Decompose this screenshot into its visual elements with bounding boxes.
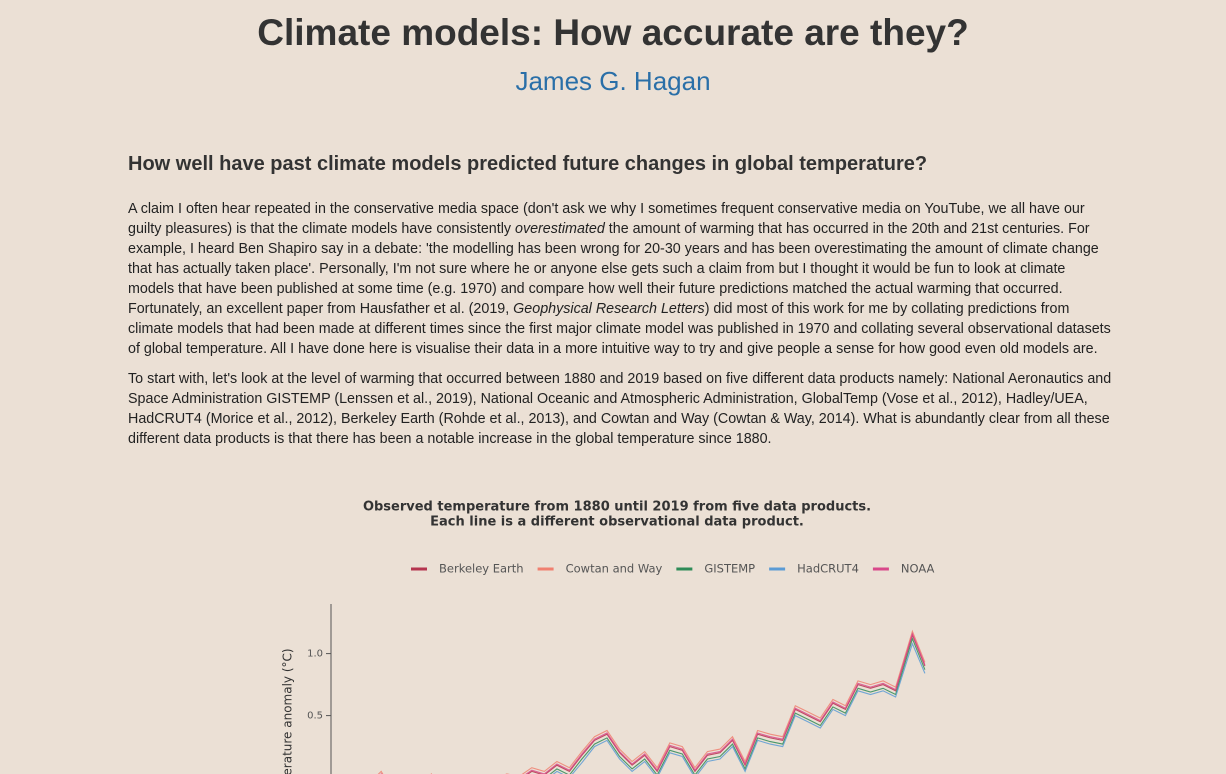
author: James G. Hagan — [515, 66, 711, 96]
legend-label: NOAA — [901, 562, 935, 576]
emphasis: Geophysical Research Letters — [513, 301, 705, 317]
chart-title: Observed temperature from 1880 until 201… — [363, 500, 871, 515]
legend-label: Cowtan and Way — [566, 562, 663, 576]
text: A claim I often hear repeated in the con… — [128, 201, 1085, 237]
y-tick-label: 1.0 — [307, 649, 323, 660]
chart-subtitle: Each line is a different observational d… — [430, 515, 804, 530]
text: To start with, let's look at the level o… — [128, 371, 1112, 447]
data-line — [549, 637, 926, 774]
data-line — [552, 642, 926, 774]
data-line — [377, 629, 926, 774]
text: ) did most of this work for me by collat… — [128, 301, 1111, 357]
legend-label: GISTEMP — [704, 562, 755, 576]
legend-label: Berkeley Earth — [439, 562, 524, 576]
data-line — [380, 632, 926, 774]
data-line — [527, 633, 926, 774]
page-title: Climate models: How accurate are they? — [257, 12, 969, 53]
legend-label: HadCRUT4 — [797, 562, 859, 576]
chart: Observed temperature from 1880 until 201… — [281, 500, 935, 774]
y-axis-label: Temperature anomaly (°C) — [281, 648, 295, 774]
y-tick-label: 0.5 — [307, 711, 323, 722]
emphasis: overestimated — [515, 221, 605, 237]
section-heading: How well have past climate models predic… — [128, 153, 928, 175]
paragraph: A claim I often hear repeated in the con… — [128, 199, 1113, 359]
text: the amount of warming that has occurred … — [128, 221, 1099, 317]
paragraph: To start with, let's look at the level o… — [128, 369, 1113, 449]
